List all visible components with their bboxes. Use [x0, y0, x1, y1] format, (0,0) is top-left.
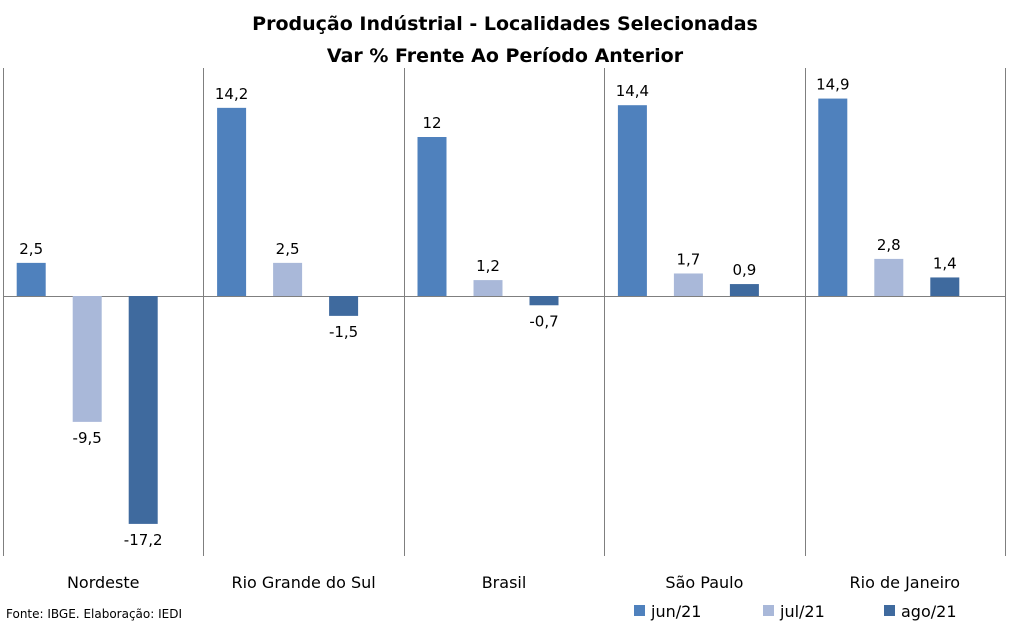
data-label: 14,2 [215, 85, 248, 103]
data-label: -9,5 [73, 429, 102, 447]
bar-jun-21-0 [16, 262, 46, 296]
data-label: 2,8 [877, 236, 901, 254]
bar-ago-21-3 [729, 284, 759, 296]
category-label: Rio Grande do Sul [231, 573, 375, 592]
bar-ago-21-0 [128, 296, 158, 524]
bar-jul-21-3 [673, 273, 703, 296]
bar-jun-21-1 [217, 107, 247, 296]
data-label: 2,5 [276, 240, 300, 258]
category-label: Brasil [482, 573, 527, 592]
bar-jul-21-1 [273, 262, 303, 296]
bar-jun-21-3 [617, 105, 647, 296]
data-label: 0,9 [732, 261, 756, 279]
bar-jun-21-4 [818, 98, 848, 296]
legend-swatch [634, 605, 645, 616]
chart-title: Produção Indústrial - Localidades Seleci… [252, 13, 758, 35]
legend-label: ago/21 [901, 602, 957, 621]
legend: jun/21 jul/21 ago/21 [634, 602, 957, 621]
data-label: 1,4 [933, 254, 957, 272]
data-label: -17,2 [124, 531, 163, 549]
category-label: São Paulo [665, 573, 743, 592]
legend-swatch [763, 605, 774, 616]
category-label: Rio de Janeiro [850, 573, 961, 592]
bar-ago-21-2 [529, 296, 559, 306]
data-label: -0,7 [529, 312, 558, 330]
data-label: 1,2 [476, 257, 500, 275]
data-label: 14,9 [816, 76, 849, 94]
legend-label: jul/21 [779, 602, 825, 621]
bar-jun-21-2 [417, 137, 447, 296]
data-label: 12 [422, 114, 441, 132]
bar-jul-21-4 [874, 258, 904, 296]
bar-ago-21-4 [930, 277, 960, 296]
chart-subtitle: Var % Frente Ao Período Anterior [327, 45, 684, 67]
data-label: -1,5 [329, 323, 358, 341]
legend-label: jun/21 [650, 602, 701, 621]
source-note: Fonte: IBGE. Elaboração: IEDI [6, 607, 182, 621]
bar-jul-21-2 [473, 280, 503, 296]
plot-area: 2,5 -9,5 -17,2 Nordeste 14,2 2,5 -1,5 Rio Grand… [3, 68, 1006, 592]
legend-swatch [884, 605, 895, 616]
data-label: 14,4 [616, 82, 649, 100]
category-label: Nordeste [67, 573, 140, 592]
data-label: 2,5 [19, 240, 43, 258]
bar-jul-21-0 [72, 296, 102, 422]
bar-ago-21-1 [329, 296, 359, 316]
data-label: 1,7 [676, 250, 700, 268]
